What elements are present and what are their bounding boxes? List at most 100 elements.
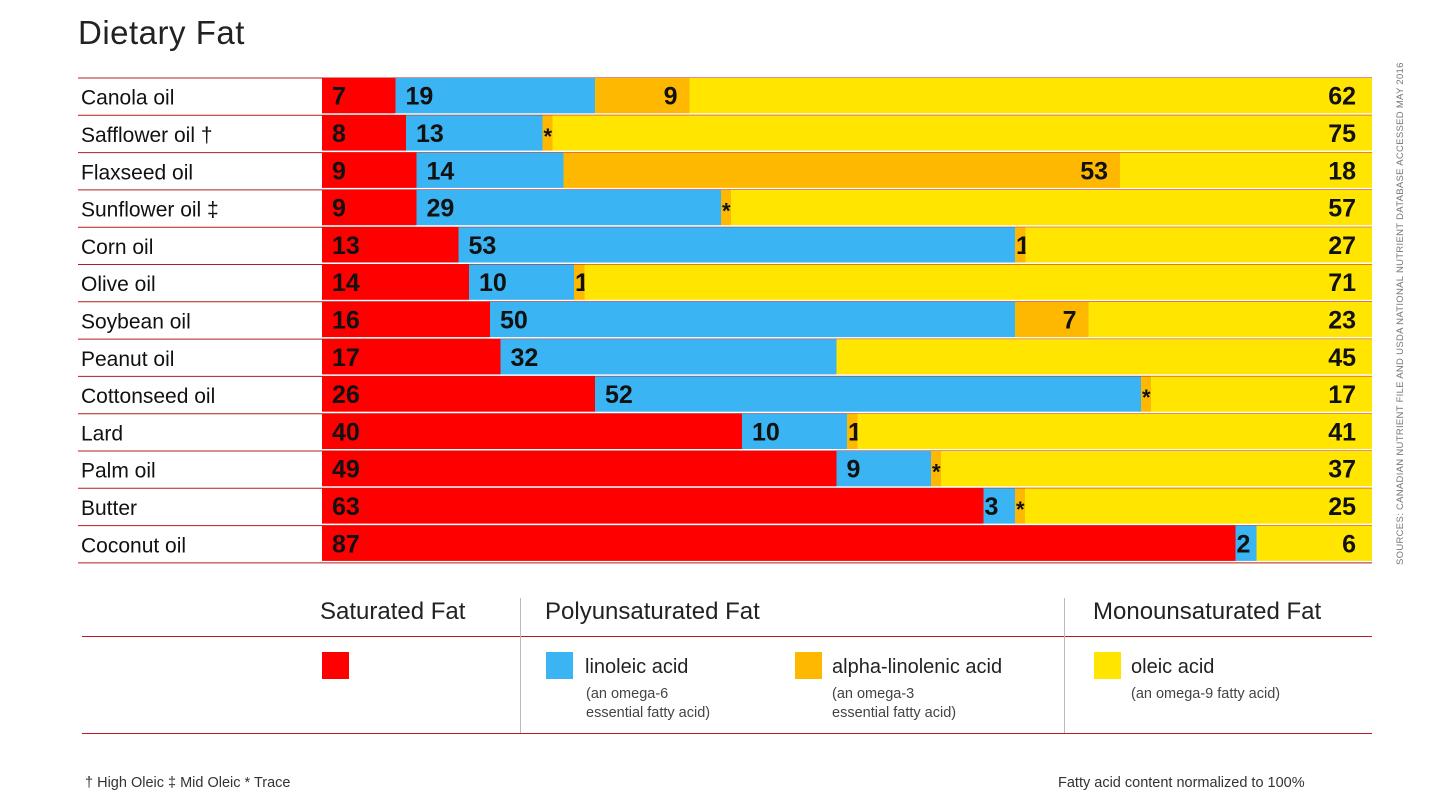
legend-group-polyunsaturated: Polyunsaturated Fat: [545, 598, 760, 625]
bar-segment: [500, 339, 837, 375]
bar-segment: [1088, 301, 1372, 338]
bar-segment: [322, 525, 1236, 561]
data-label: *: [1142, 385, 1151, 410]
data-label: 29: [427, 195, 455, 223]
legend-note-linoleic: (an omega-6 essential fatty acid): [586, 685, 710, 723]
data-label: *: [722, 199, 731, 224]
bar-segment: [395, 78, 595, 114]
data-label: 75: [1328, 120, 1356, 148]
legend-divider-top: [82, 636, 1372, 637]
category-label: Lard: [81, 422, 123, 445]
data-label: 17: [1328, 381, 1356, 409]
data-label: 7: [1063, 306, 1077, 334]
category-label: Butter: [81, 497, 137, 520]
bar-segment: [458, 227, 1015, 263]
data-label: *: [932, 460, 941, 485]
category-label: Safflower oil †: [81, 124, 213, 147]
footnote-normalized: Fatty acid content normalized to 100%: [1058, 775, 1305, 791]
data-label: 2: [1237, 530, 1251, 558]
bar-segment: [322, 376, 595, 412]
data-label: 25: [1328, 493, 1356, 521]
category-label: Peanut oil: [81, 348, 174, 371]
data-label: 23: [1328, 306, 1356, 334]
legend-column-divider: [520, 598, 521, 733]
bar-segment: [322, 189, 417, 226]
bar-segment: [742, 413, 847, 449]
data-label: 8: [332, 120, 346, 148]
legend-column-divider: [1064, 598, 1065, 733]
bar-segment: [322, 339, 501, 375]
bar-segment: [322, 115, 406, 151]
data-label: 71: [1328, 269, 1356, 297]
bar-segment: [1015, 301, 1089, 338]
legend-note-line: (an omega-3: [832, 686, 915, 702]
data-label: 16: [332, 306, 360, 334]
data-label: 53: [469, 232, 497, 260]
bar-segment: [406, 115, 543, 151]
bar-segment: [322, 227, 459, 263]
category-label: Corn oil: [81, 236, 153, 259]
data-label: 7: [332, 83, 346, 111]
legend-group-saturated: Saturated Fat: [320, 598, 466, 625]
bar-segment: [1025, 488, 1372, 524]
bar-segment: [941, 451, 1372, 487]
data-label: 13: [332, 232, 360, 260]
data-label: *: [1016, 497, 1025, 522]
bar-segment: [322, 488, 984, 524]
data-label: 10: [752, 418, 780, 446]
category-label: Coconut oil: [81, 534, 186, 557]
legend-label-oleic: oleic acid: [1131, 656, 1215, 678]
bar-segment: [689, 78, 1372, 114]
bar-segment: [857, 413, 1372, 449]
bar-segment: [595, 376, 1141, 412]
bar-segment: [322, 451, 837, 487]
bar-segment: [322, 264, 469, 300]
data-label: 49: [332, 456, 360, 484]
bar-segment: [836, 451, 931, 487]
bar-segment: [721, 189, 731, 226]
bar-segment: [584, 264, 1372, 300]
category-label: Canola oil: [81, 87, 174, 110]
bar-segment: [1141, 376, 1151, 412]
data-label: 9: [847, 456, 861, 484]
data-label: 19: [406, 83, 434, 111]
data-label: 9: [664, 83, 678, 111]
data-label: 63: [332, 493, 360, 521]
bar-segment: [322, 413, 742, 449]
bar-segment: [983, 488, 1015, 524]
bar-segment: [836, 339, 1372, 375]
data-label: 9: [332, 157, 346, 185]
data-label: 62: [1328, 83, 1356, 111]
data-label: 53: [1080, 157, 1108, 185]
category-label: Cottonseed oil: [81, 385, 215, 408]
legend-note-line: essential fatty acid): [832, 705, 957, 721]
data-label: *: [544, 124, 553, 149]
bar-segment: [1256, 525, 1372, 561]
legend-swatch-saturated: [322, 652, 349, 679]
legend-label-linoleic: linoleic acid: [585, 656, 689, 678]
legend-note-line: (an omega-6: [586, 686, 669, 702]
category-label: Palm oil: [81, 460, 156, 483]
legend-label-alpha-linolenic: alpha-linolenic acid: [832, 656, 1003, 678]
bar-segment: [490, 301, 1015, 338]
data-label: 32: [511, 344, 539, 372]
data-label: 41: [1328, 418, 1356, 446]
bar-segment: [322, 78, 396, 114]
bar-segment: [931, 451, 941, 487]
category-label: Soybean oil: [81, 310, 191, 333]
category-label: Flaxseed oil: [81, 161, 193, 184]
bar-segment: [1151, 376, 1372, 412]
data-label: 3: [985, 493, 999, 521]
bar-segment: [1015, 488, 1025, 524]
bar-segment: [1120, 152, 1372, 188]
bar-segment: [322, 301, 490, 338]
legend-swatch-linoleic: [546, 652, 573, 679]
bar-segment: [1025, 227, 1372, 263]
category-label: Olive oil: [81, 273, 156, 296]
bar-segment: [416, 189, 721, 226]
legend-swatch-alpha-linolenic: [795, 652, 822, 679]
data-label: 50: [500, 306, 528, 334]
data-label: 9: [332, 195, 346, 223]
data-label: 57: [1328, 195, 1356, 223]
legend-note-oleic: (an omega-9 fatty acid): [1131, 685, 1280, 704]
